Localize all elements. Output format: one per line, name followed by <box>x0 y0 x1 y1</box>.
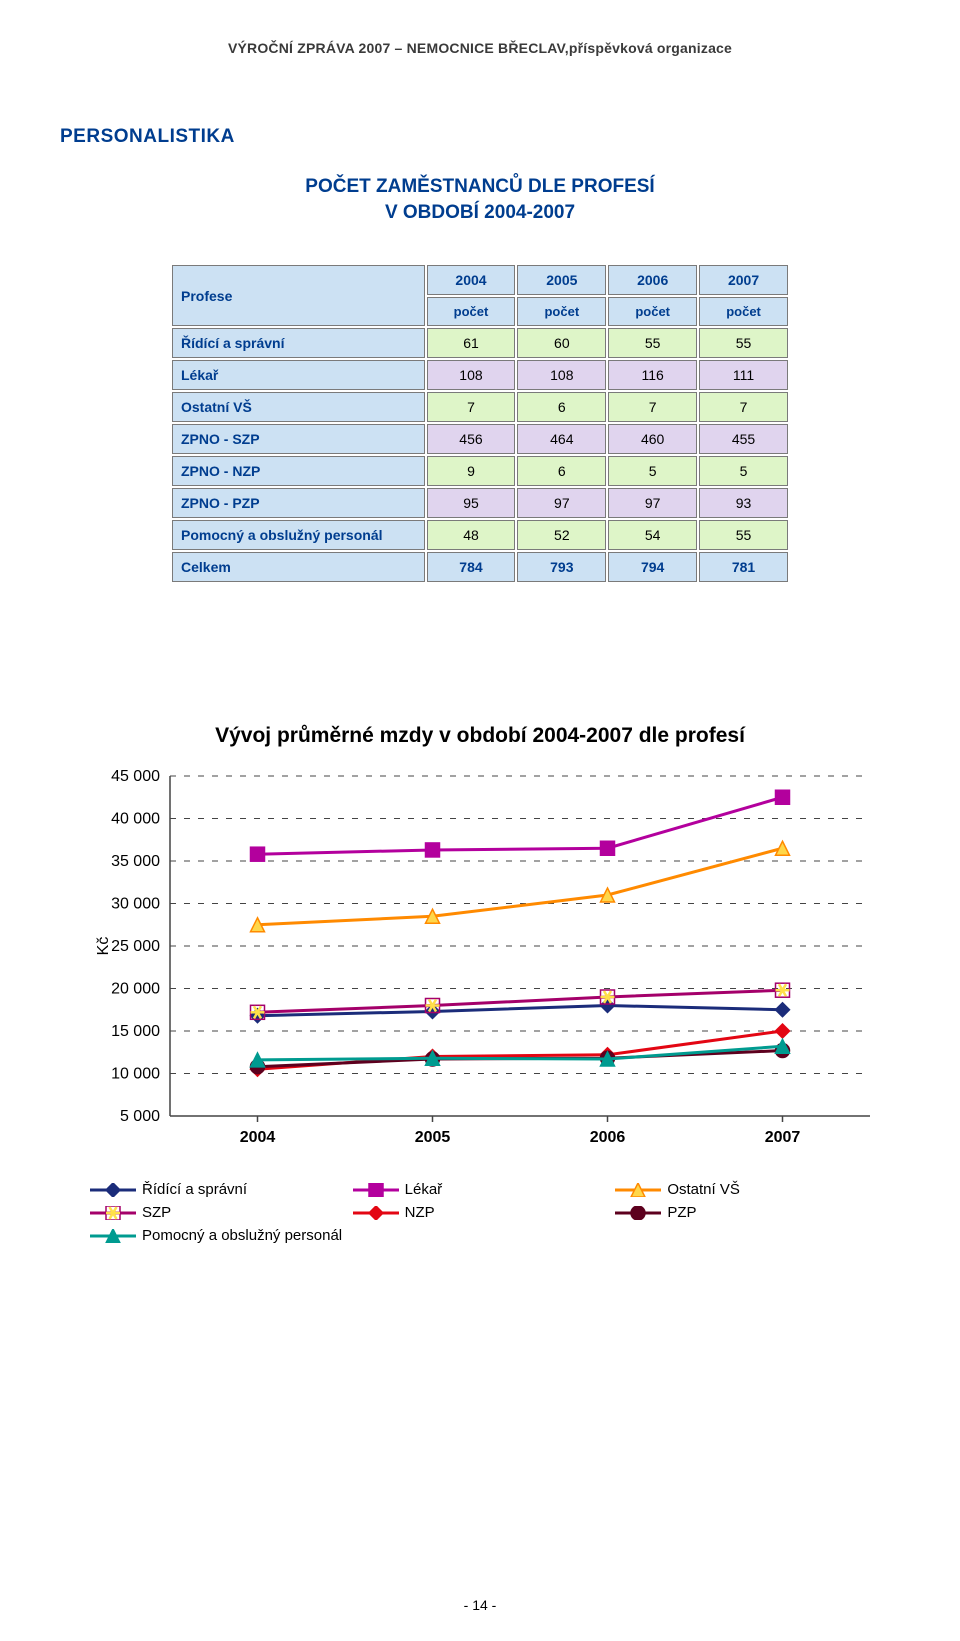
cell-value: 60 <box>517 328 606 358</box>
cell-value: 5 <box>699 456 788 486</box>
cell-value: 456 <box>427 424 516 454</box>
th-year: 2006 <box>608 265 697 295</box>
cell-value: 52 <box>517 520 606 550</box>
svg-text:2006: 2006 <box>590 1129 626 1146</box>
cell-value: 7 <box>699 392 788 422</box>
legend-swatch <box>615 1206 661 1220</box>
legend-swatch <box>353 1206 399 1220</box>
cell-value: 108 <box>427 360 516 390</box>
svg-text:30 000: 30 000 <box>111 896 160 913</box>
svg-text:20 000: 20 000 <box>111 981 160 998</box>
legend-label: Pomocný a obslužný personál <box>142 1227 342 1244</box>
chart2-title: Vývoj průměrné mzdy v období 2004-2007 d… <box>60 724 900 748</box>
row-label: ZPNO - PZP <box>172 488 425 518</box>
cell-value: 55 <box>699 520 788 550</box>
th-pocet: počet <box>608 297 697 326</box>
legend-item: NZP <box>353 1204 608 1221</box>
cell-value: 460 <box>608 424 697 454</box>
th-profese: Profese <box>172 265 425 326</box>
table-title: POČET ZAMĚSTNANCŮ DLE PROFESÍ V OBDOBÍ 2… <box>60 174 900 225</box>
svg-text:2007: 2007 <box>765 1129 801 1146</box>
cell-value: 781 <box>699 552 788 582</box>
cell-value: 455 <box>699 424 788 454</box>
cell-value: 784 <box>427 552 516 582</box>
cell-value: 93 <box>699 488 788 518</box>
svg-text:2005: 2005 <box>415 1129 451 1146</box>
cell-value: 794 <box>608 552 697 582</box>
chart-legend: Řídící a správní Lékař Ostatní VŠ SZP NZP PZP… <box>90 1181 870 1244</box>
legend-swatch <box>615 1183 661 1197</box>
cell-value: 9 <box>427 456 516 486</box>
cell-value: 116 <box>608 360 697 390</box>
legend-label: NZP <box>405 1204 435 1221</box>
legend-swatch <box>90 1183 136 1197</box>
cell-value: 55 <box>608 328 697 358</box>
cell-value: 61 <box>427 328 516 358</box>
cell-value: 793 <box>517 552 606 582</box>
legend-item: SZP <box>90 1204 345 1221</box>
svg-text:40 000: 40 000 <box>111 811 160 828</box>
svg-text:10 000: 10 000 <box>111 1066 160 1083</box>
row-label: ZPNO - NZP <box>172 456 425 486</box>
th-year: 2005 <box>517 265 606 295</box>
legend-label: SZP <box>142 1204 171 1221</box>
cell-value: 54 <box>608 520 697 550</box>
legend-swatch <box>90 1206 136 1220</box>
cell-value: 6 <box>517 456 606 486</box>
legend-label: Lékař <box>405 1181 443 1198</box>
row-label: Řídící a správní <box>172 328 425 358</box>
th-year: 2007 <box>699 265 788 295</box>
legend-item: Řídící a správní <box>90 1181 345 1198</box>
cell-value: 464 <box>517 424 606 454</box>
cell-value: 95 <box>427 488 516 518</box>
report-header: VÝROČNÍ ZPRÁVA 2007 – NEMOCNICE BŘECLAV,… <box>60 40 900 56</box>
profession-table: Profese2004200520062007početpočetpočetpo… <box>170 263 790 584</box>
cell-value: 6 <box>517 392 606 422</box>
svg-text:2004: 2004 <box>240 1129 276 1146</box>
legend-item: Lékař <box>353 1181 608 1198</box>
page-number: - 14 - <box>0 1597 960 1613</box>
row-label: Ostatní VŠ <box>172 392 425 422</box>
svg-text:25 000: 25 000 <box>111 938 160 955</box>
cell-value: 7 <box>608 392 697 422</box>
cell-value: 7 <box>427 392 516 422</box>
legend-label: PZP <box>667 1204 696 1221</box>
svg-text:15 000: 15 000 <box>111 1023 160 1040</box>
salary-chart-svg: 5 000 10 000 15 000 20 000 25 000 30 000 35 00… <box>90 766 890 1166</box>
row-label: Celkem <box>172 552 425 582</box>
page-root: VÝROČNÍ ZPRÁVA 2007 – NEMOCNICE BŘECLAV,… <box>0 0 960 1641</box>
section-title: PERSONALISTIKA <box>60 126 900 148</box>
legend-label: Ostatní VŠ <box>667 1181 740 1198</box>
svg-text:45 000: 45 000 <box>111 768 160 785</box>
row-label: Lékař <box>172 360 425 390</box>
legend-swatch <box>90 1229 136 1243</box>
row-label: Pomocný a obslužný personál <box>172 520 425 550</box>
table-title-l1: POČET ZAMĚSTNANCŮ DLE PROFESÍ <box>305 176 654 197</box>
th-pocet: počet <box>427 297 516 326</box>
table-title-l2: V OBDOBÍ 2004-2007 <box>385 202 575 223</box>
cell-value: 97 <box>608 488 697 518</box>
legend-item: Ostatní VŠ <box>615 1181 870 1198</box>
th-pocet: počet <box>517 297 606 326</box>
cell-value: 111 <box>699 360 788 390</box>
cell-value: 5 <box>608 456 697 486</box>
legend-item: Pomocný a obslužný personál <box>90 1227 345 1244</box>
row-label: ZPNO - SZP <box>172 424 425 454</box>
cell-value: 97 <box>517 488 606 518</box>
svg-text:Kč: Kč <box>95 937 112 956</box>
th-pocet: počet <box>699 297 788 326</box>
svg-text:5 000: 5 000 <box>120 1108 160 1125</box>
salary-chart: 5 000 10 000 15 000 20 000 25 000 30 000 35 00… <box>90 766 870 1171</box>
svg-text:35 000: 35 000 <box>111 853 160 870</box>
cell-value: 108 <box>517 360 606 390</box>
legend-item: PZP <box>615 1204 870 1221</box>
legend-swatch <box>353 1183 399 1197</box>
cell-value: 55 <box>699 328 788 358</box>
cell-value: 48 <box>427 520 516 550</box>
th-year: 2004 <box>427 265 516 295</box>
legend-label: Řídící a správní <box>142 1181 247 1198</box>
